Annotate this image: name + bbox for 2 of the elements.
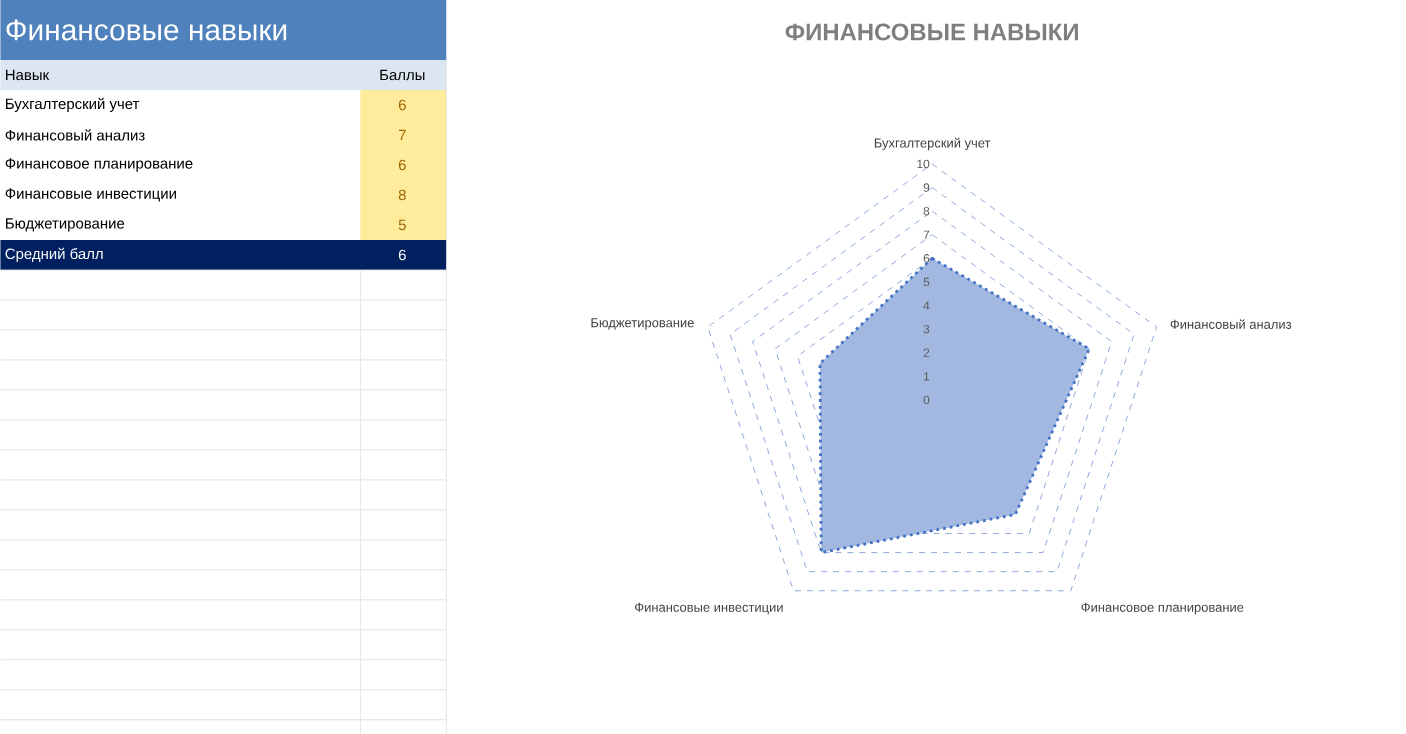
text: Финансовые навыки [6,19,287,41]
chart-title: ФИНАНСОВЫЕ НАВЫКИ [785,23,1078,41]
